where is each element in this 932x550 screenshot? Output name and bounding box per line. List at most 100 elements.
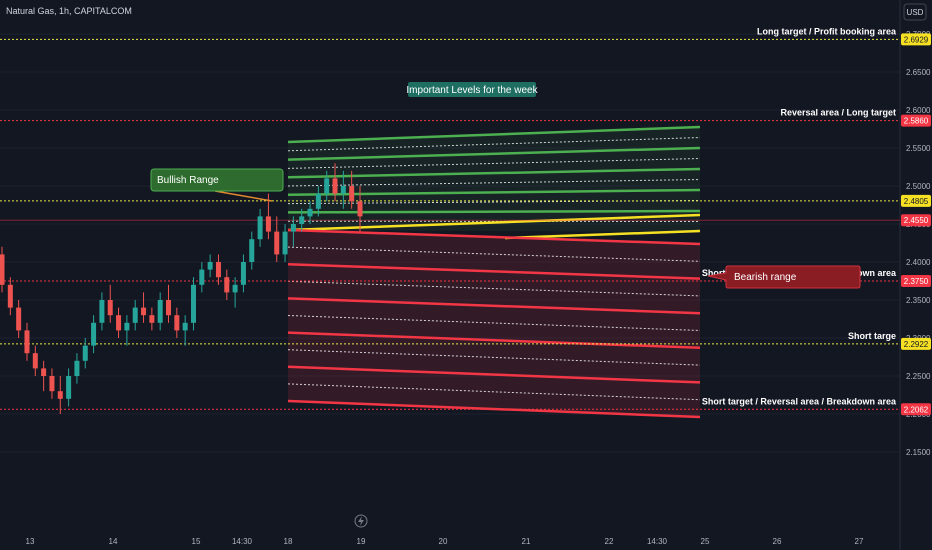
price-tick-label: 2.6500 (906, 68, 931, 77)
price-tag: 2.3750 (901, 275, 931, 287)
currency-label: USD (907, 8, 924, 17)
bullish-range-line (287, 167, 701, 179)
candle (340, 170, 346, 209)
price-tick-label: 2.5500 (906, 144, 931, 153)
price-tags: 2.6929 2.5860 2.4805 2.4550 2.3750 2.2922 2.20… (901, 33, 931, 416)
grid (0, 33, 900, 453)
bullish-range-line (287, 209, 701, 214)
bullish-range-callout[interactable]: Bullish Range (150, 168, 284, 202)
candle (41, 360, 47, 392)
lightning-icon[interactable] (354, 514, 368, 528)
candle (0, 246, 5, 293)
bearish-range-line (287, 383, 701, 401)
candle (149, 307, 155, 331)
time-tick-label: 15 (192, 537, 201, 546)
bullish-range-line (287, 146, 701, 161)
candle (249, 231, 255, 270)
time-tick-label: 25 (701, 537, 710, 546)
important-levels-label: Important Levels for the week (406, 85, 538, 96)
time-tick-label: 14:30 (232, 537, 253, 546)
time-tick-label: 22 (605, 537, 614, 546)
candle (240, 254, 246, 293)
candle (141, 292, 147, 323)
price-tag-value: 2.5860 (904, 117, 929, 126)
candle (290, 216, 296, 247)
candle (24, 322, 30, 361)
bullish-range-label: Bullish Range (157, 175, 219, 186)
price-tag-value: 2.3750 (904, 277, 929, 286)
yellow-trend-line (504, 229, 701, 240)
price-tick-label: 2.4000 (906, 258, 931, 267)
price-tag: 2.5860 (901, 114, 931, 127)
symbol-title[interactable]: Natural Gas, 1h, CAPITALCOM (6, 6, 132, 16)
candle (215, 254, 221, 285)
price-tag-value: 2.2922 (904, 340, 929, 349)
candle (157, 292, 163, 331)
candle (99, 292, 105, 331)
bullish-range-line (287, 200, 701, 205)
bearish-range-line (287, 331, 701, 350)
price-tag: 2.6929 (901, 33, 931, 46)
candle (265, 193, 271, 240)
price-tag-value: 2.2062 (904, 405, 929, 414)
important-levels-box[interactable]: Important Levels for the week (406, 82, 539, 97)
time-tick-label: 14 (109, 537, 118, 546)
candle (7, 277, 13, 316)
candle (282, 224, 288, 262)
bearish-range-line (287, 365, 701, 384)
candle (82, 338, 88, 369)
time-tick-label: 14:30 (647, 537, 668, 546)
candle (224, 269, 230, 300)
bearish-range-line (287, 228, 701, 246)
level-label: Long target / Profit booking area (757, 26, 897, 36)
bullish-range-line (287, 158, 701, 169)
time-tick-label: 21 (522, 537, 531, 546)
bullish-base-line (287, 213, 701, 232)
level-label: Short target / Reversal area / Breakdown… (702, 396, 897, 406)
candle (207, 254, 213, 278)
bearish-range-line (287, 297, 701, 315)
price-tag: 2.4550 (901, 214, 931, 227)
candle (32, 345, 38, 376)
candle (166, 284, 172, 323)
bearish-range-line (287, 262, 701, 280)
candle (174, 307, 180, 338)
price-tick-label: 2.2500 (906, 372, 931, 381)
candle (190, 277, 196, 331)
time-axis[interactable]: 13 14 15 14:30 18 19 20 21 22 14:30 25 26 27 (26, 537, 864, 546)
range-zones (287, 125, 701, 419)
bearish-range-callout[interactable]: Bearish range (707, 265, 861, 289)
candle (324, 170, 330, 202)
candle (332, 163, 338, 202)
price-tag: 2.2922 (901, 337, 931, 350)
bullish-range-line (287, 125, 701, 144)
bearish-range-line (287, 315, 701, 331)
price-tick-label: 2.3500 (906, 296, 931, 305)
currency-button[interactable]: USD (903, 3, 927, 21)
candle (66, 368, 72, 407)
time-tick-label: 19 (357, 537, 366, 546)
candle (49, 368, 55, 399)
candle (257, 208, 263, 247)
time-tick-label: 26 (773, 537, 782, 546)
level-label: Short targe (848, 331, 896, 341)
candles (0, 163, 363, 414)
bullish-range-line (287, 179, 701, 187)
candle (315, 186, 321, 217)
bearish-range-line (287, 280, 701, 297)
candle (274, 216, 280, 262)
bearish-range-line (287, 246, 701, 262)
candle (182, 315, 188, 346)
candle (199, 262, 205, 293)
bullish-range-line (287, 188, 701, 197)
price-tag-value: 2.4805 (904, 197, 929, 206)
candle (349, 170, 355, 209)
bearish-zone (288, 230, 700, 417)
price-tag: 2.2062 (901, 403, 931, 416)
time-tick-label: 27 (855, 537, 864, 546)
price-tick-label: 2.6000 (906, 106, 931, 115)
candle (16, 300, 22, 338)
candle (116, 307, 122, 338)
price-tag: 2.4805 (901, 194, 931, 207)
